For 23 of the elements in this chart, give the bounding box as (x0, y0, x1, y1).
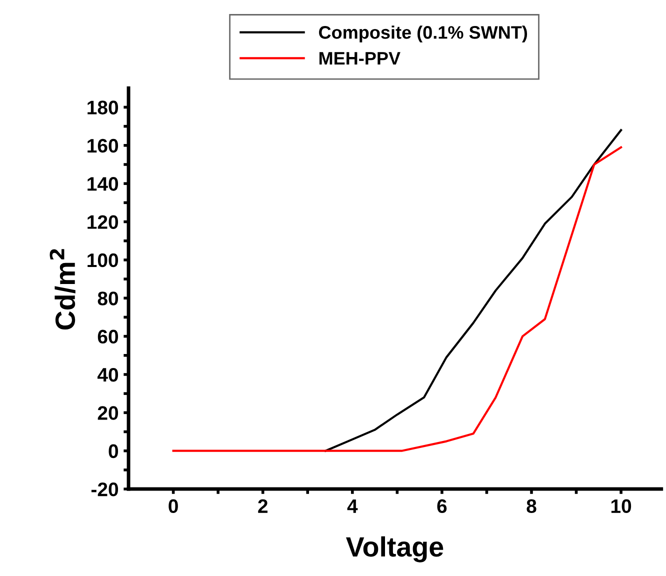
x-tick-label: 4 (347, 499, 358, 513)
y-tick-label: 120 (88, 215, 118, 229)
x-tick-label: 8 (526, 499, 536, 514)
y-tick-label: 40 (97, 368, 118, 382)
y-tick-label: 60 (98, 330, 118, 344)
legend-label: MEH-PPV (319, 52, 400, 65)
y-tick-label: 100 (88, 253, 118, 268)
line-series (324, 129, 622, 452)
y-axis-title: Cd/m$^{2}$ (50, 249, 76, 330)
y-tick-label: 20 (98, 406, 118, 420)
y-tick-label: 80 (98, 292, 118, 306)
line-series (172, 146, 622, 452)
y-tick-label: 140 (88, 177, 118, 191)
x-tick-label: 0 (168, 499, 178, 514)
x-tick-label: 2 (258, 499, 268, 513)
legend-label: Composite (0.1% SWNT) (319, 26, 528, 42)
y-tick-label: 180 (88, 100, 118, 114)
y-tick-label: 0 (108, 444, 118, 458)
y-tick-label: 160 (88, 138, 118, 153)
y-tick-label: -20 (91, 482, 118, 496)
x-axis-title: Voltage (346, 536, 444, 562)
x-tick-label: 6 (437, 499, 447, 514)
x-tick-label: 10 (611, 499, 632, 514)
